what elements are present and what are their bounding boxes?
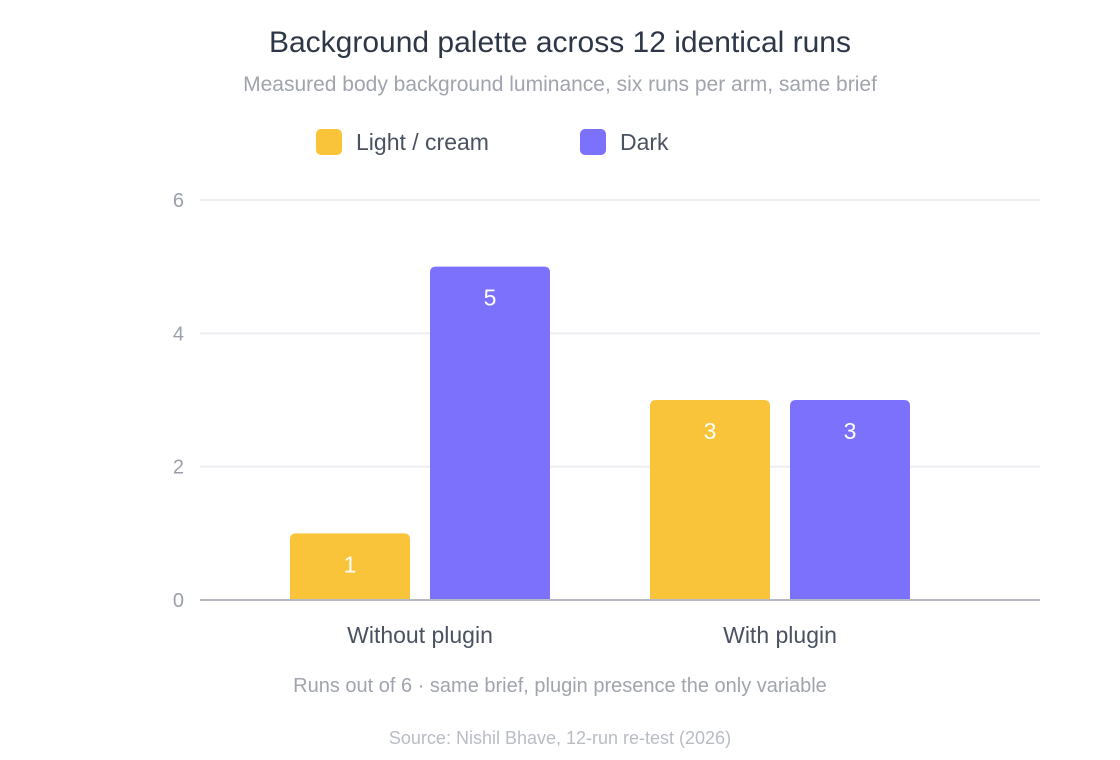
bar-with-plugin-dark [790, 400, 910, 600]
legend-label: Dark [620, 129, 669, 155]
legend-label: Light / cream [356, 129, 489, 155]
x-tick-label: With plugin [723, 622, 837, 648]
legend-swatch [580, 129, 606, 155]
x-axis-ticks: Without plugin With plugin [347, 622, 837, 648]
bar-without-plugin-light-cream [290, 533, 410, 600]
y-tick-label: 6 [173, 190, 184, 212]
chart-title: Background palette across 12 identical r… [269, 26, 851, 59]
bar-value-labels: 153 3 [344, 285, 857, 578]
y-tick-label: 0 [173, 590, 184, 612]
x-axis-label: Runs out of 6 · same brief, plugin prese… [293, 675, 827, 697]
gridlines [200, 199, 1040, 468]
source-note: Source: Nishil Bhave, 12-run re-test (20… [389, 728, 731, 748]
y-tick-label: 4 [173, 323, 184, 345]
bar-value-label: 3 [844, 418, 857, 444]
bars [290, 266, 910, 600]
bar-without-plugin-dark [430, 266, 550, 600]
chart-subtitle: Measured body background luminance, six … [243, 73, 877, 96]
x-tick-label: Without plugin [347, 622, 493, 648]
bar-value-label: 1 [344, 551, 357, 577]
bar-with-plugin-light-cream [650, 400, 770, 600]
y-tick-label: 2 [173, 457, 184, 479]
legend-swatch [316, 129, 342, 155]
y-axis-ticks: 0 2 4 6 [173, 190, 184, 612]
bar-value-label: 3 [704, 418, 717, 444]
bar-value-label: 5 [484, 285, 497, 311]
legend: Light / cream Dark [316, 129, 669, 155]
